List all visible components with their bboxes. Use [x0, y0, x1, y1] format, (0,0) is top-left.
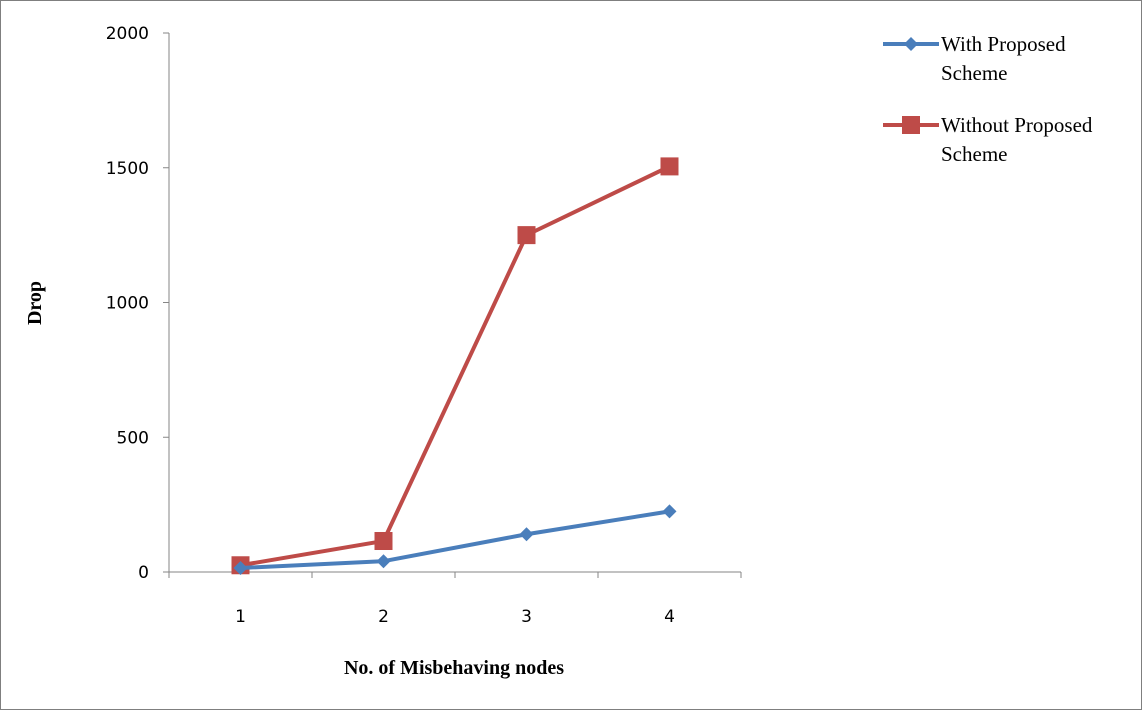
data-point: [662, 504, 677, 519]
series-line: [240, 509, 670, 570]
legend-marker: [902, 116, 920, 134]
x-tick-label: 1: [235, 607, 246, 627]
legend-marker: [904, 37, 918, 51]
x-tick-label: 3: [521, 607, 532, 627]
legend-label: Scheme: [941, 142, 1007, 166]
data-point: [233, 560, 248, 575]
legend-item: Without Proposed Scheme: [883, 113, 1093, 166]
y-tick-label: 500: [117, 428, 149, 448]
x-tick-label: 2: [378, 607, 389, 627]
data-point: [376, 554, 391, 569]
data-point: [517, 226, 536, 245]
y-tick-label: 1500: [106, 159, 149, 179]
series-layer: [231, 157, 679, 575]
y-tick-label: 1000: [106, 294, 149, 314]
y-axis-title: Drop: [24, 281, 46, 325]
legend-item: With Proposed Scheme: [883, 32, 1066, 85]
y-tick-label: 2000: [106, 24, 149, 44]
x-ticks: 1 2 3 4: [168, 572, 742, 627]
series-with-proposed-scheme: [233, 504, 677, 575]
y-tick-label: 0: [138, 563, 149, 583]
axes: [168, 33, 741, 573]
legend: With Proposed Scheme Without Proposed Schem…: [883, 32, 1093, 166]
series-without-proposed-scheme: [231, 157, 679, 575]
x-tick-label: 4: [664, 607, 675, 627]
legend-label: With Proposed: [941, 32, 1066, 56]
y-ticks: 0 500 1000 1500 2000: [106, 24, 169, 583]
legend-label: Without Proposed: [941, 113, 1093, 137]
data-point: [660, 157, 679, 176]
legend-label: Scheme: [941, 61, 1007, 85]
data-point: [374, 532, 393, 551]
data-point: [519, 527, 534, 542]
x-axis-title: No. of Misbehaving nodes: [344, 657, 564, 679]
series-line: [240, 164, 671, 568]
